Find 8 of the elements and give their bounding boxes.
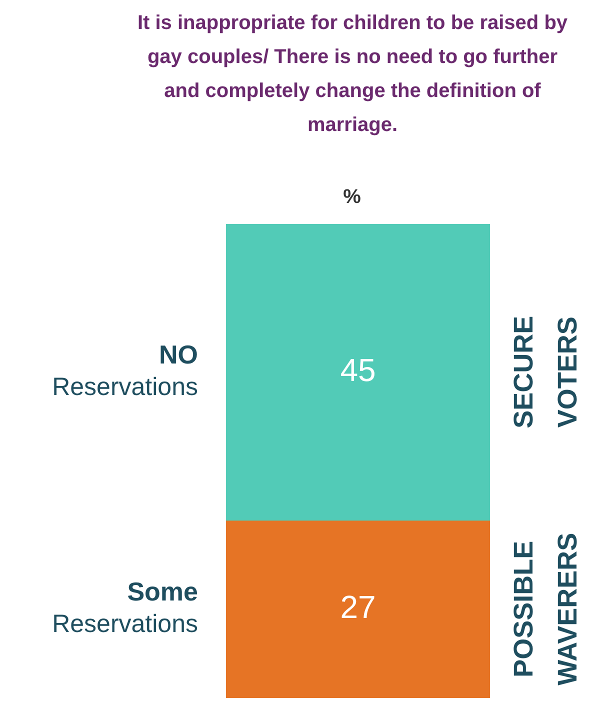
- chart-subtitle: %: [342, 186, 362, 209]
- text: SECURE VOTERS: [508, 316, 582, 428]
- chart-title: It is inappropriate for children to be raised by gay couples/ There is no need to go further and completely change the definition of marriage.: [136, 11, 569, 138]
- text: POSSIBLE WAVERERS: [508, 532, 582, 686]
- data-label: 45: [340, 352, 376, 388]
- series-label: Some Reservations: [52, 576, 198, 638]
- series-label: NO Reservations: [52, 339, 198, 402]
- data-label: 27: [340, 588, 376, 625]
